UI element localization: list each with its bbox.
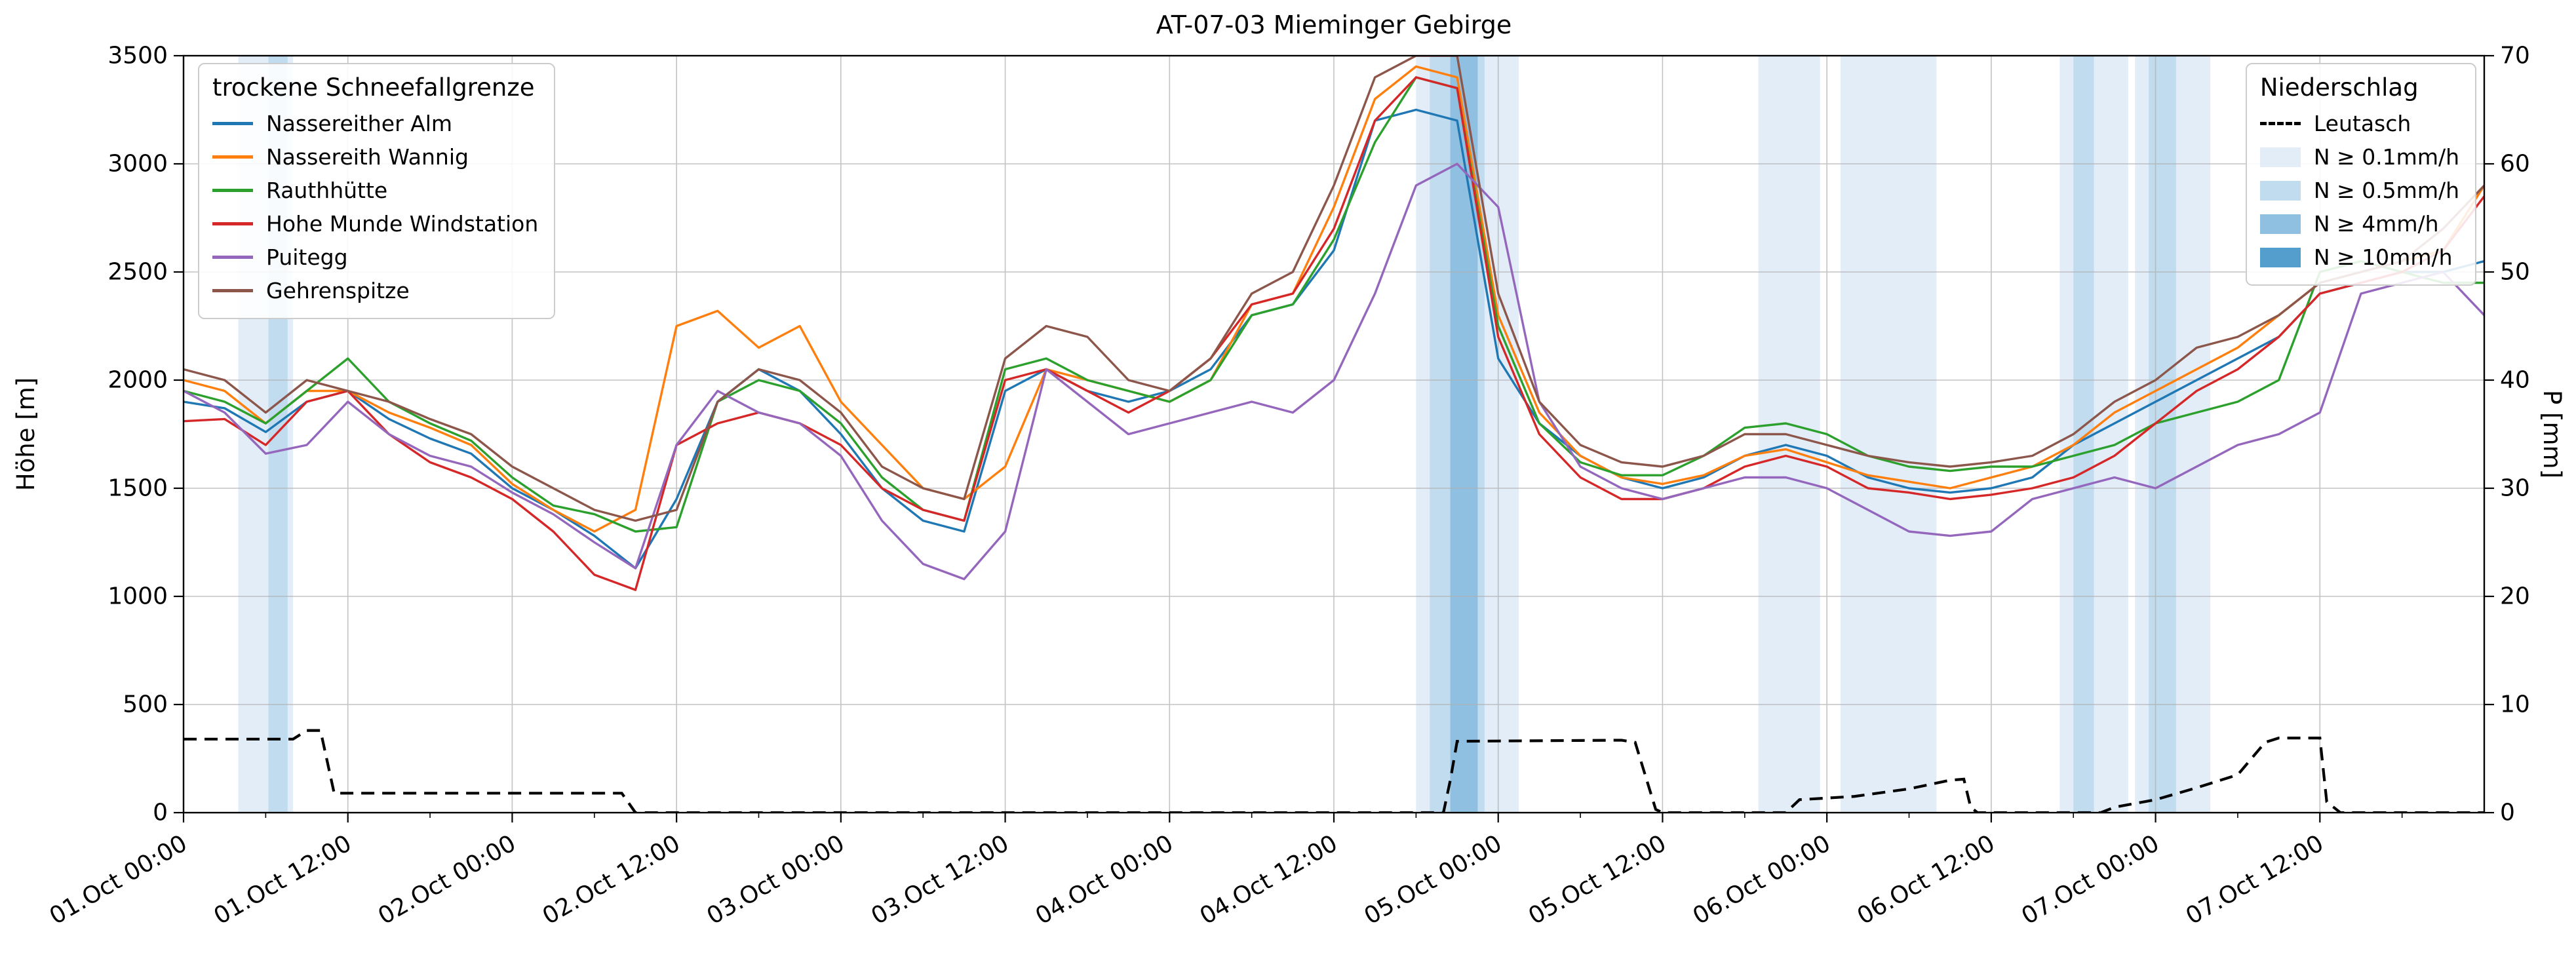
legend-label: N ≥ 0.1mm/h [2313,144,2459,170]
series-line-1 [184,65,2484,533]
legend-item-series-1: Nassereith Wannig [212,140,538,174]
y-tick-label-right: 30 [2500,475,2530,502]
x-tick-label: 02.Oct 12:00 [538,830,685,930]
y-tick-label-right: 50 [2500,259,2530,286]
x-tick-label: 03.Oct 12:00 [867,830,1013,930]
x-tick-label: 04.Oct 12:00 [1196,830,1342,930]
x-tick-label: 06.Oct 00:00 [1688,830,1835,930]
legend-item-band-0: N ≥ 0.1mm/h [2259,140,2459,174]
legend-item-band-2: N ≥ 4mm/h [2259,207,2459,241]
y-tick-label-right: 40 [2500,367,2530,394]
y-tick-label-right: 10 [2500,691,2530,718]
legend-item-series-5: Gehrenspitze [212,274,538,307]
line-swatch-icon [212,122,253,125]
x-tick-label: 07.Oct 12:00 [2181,830,2328,930]
x-tick-label: 05.Oct 12:00 [1524,830,1671,930]
y-tick-label-left: 3500 [107,43,168,69]
line-swatch-icon [212,189,253,192]
legend-label: N ≥ 10mm/h [2313,244,2453,270]
legend-item-band-1: N ≥ 0.5mm/h [2259,174,2459,207]
y-tick-label-right: 70 [2500,43,2530,69]
band-swatch-icon [2259,214,2301,234]
y-tick-label-left: 2000 [107,367,168,394]
legend-label: Nassereither Alm [266,111,453,136]
x-tick-label: 06.Oct 12:00 [1853,830,2000,930]
x-tick-label: 04.Oct 00:00 [1031,830,1178,930]
legend-precip-title: Niederschlag [2259,73,2419,102]
legend-item-series-3: Hohe Munde Windstation [212,207,538,241]
precip-band [1841,56,1937,813]
band-swatch-icon [2259,247,2301,267]
legend-label: N ≥ 4mm/h [2313,211,2439,237]
y-tick-label-right: 60 [2500,151,2530,178]
y-tick-label-left: 1500 [107,475,168,502]
legend-item-series-4: Puitegg [212,241,538,274]
line-swatch-icon [212,222,253,225]
series-line-4 [184,163,2484,581]
precip-band [2149,56,2176,813]
ticks [174,54,2494,822]
y-tick-label-right: 20 [2500,583,2530,610]
band-swatch-icon [2259,147,2301,167]
line-swatch-icon [212,256,253,259]
precip-line-leutasch [184,729,2484,813]
legend-label: Nassereith Wannig [266,144,469,170]
legend-label: Gehrenspitze [266,278,410,303]
x-tick-label: 05.Oct 00:00 [1359,830,1506,930]
legend-label: N ≥ 0.5mm/h [2313,178,2459,203]
y-tick-label-right: 0 [2500,800,2515,826]
legend-label: Puitegg [266,244,348,270]
series-line-2 [184,76,2484,533]
y-tick-label-left: 2500 [107,259,168,286]
legend-item-band-3: N ≥ 10mm/h [2259,241,2459,274]
legend-precip: Niederschlag Leutasch N ≥ 0.1mm/h N ≥ 0.… [2245,63,2476,286]
legend-label: Hohe Munde Windstation [266,211,539,237]
series-line-3 [184,76,2484,591]
line-swatch-icon [212,155,253,159]
chart-title: AT-07-03 Mieminger Gebirge [1156,10,1512,39]
x-tick-label: 01.Oct 12:00 [209,830,356,930]
x-tick-label: 02.Oct 00:00 [374,830,520,930]
precip-band [2073,56,2094,813]
legend-label: Leutasch [2313,111,2411,136]
legend-label: Rauthhütte [266,178,388,203]
y-tick-label-left: 500 [123,691,168,718]
x-tick-label: 01.Oct 00:00 [45,830,192,930]
y-tick-label-left: 1000 [107,583,168,610]
legend-item-series-2: Rauthhütte [212,174,538,207]
band-swatch-icon [2259,180,2301,201]
data-layer [184,56,2484,813]
y-tick-label-left: 3000 [107,151,168,178]
line-swatch-icon [212,289,253,292]
series-line-0 [184,108,2484,570]
dashed-line-swatch-icon [2259,122,2301,125]
x-tick-label: 07.Oct 00:00 [2017,830,2164,930]
series-line-5 [184,56,2484,522]
legend-item-leutasch: Leutasch [2259,107,2459,140]
legend-snowline: trockene Schneefallgrenze Nassereither A… [198,63,556,319]
y-tick-label-left: 0 [153,800,168,826]
legend-snowline-title: trockene Schneefallgrenze [212,73,535,102]
x-tick-label: 03.Oct 00:00 [703,830,849,930]
legend-item-series-0: Nassereither Alm [212,107,538,140]
